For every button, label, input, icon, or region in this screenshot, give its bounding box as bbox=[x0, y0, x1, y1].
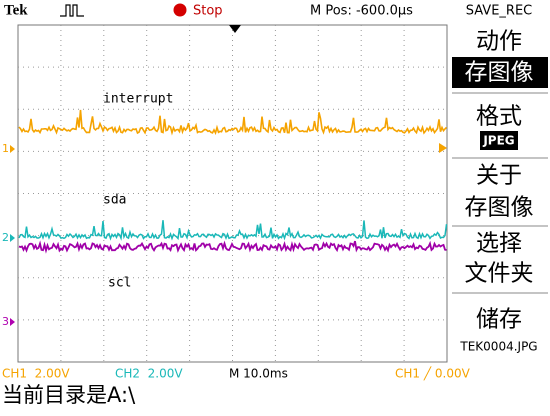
brand: Tek bbox=[4, 2, 28, 18]
signal-trace bbox=[18, 220, 448, 241]
trace-label: scl bbox=[108, 276, 131, 291]
menu-item[interactable]: 储存 bbox=[476, 307, 522, 333]
traces bbox=[18, 109, 448, 254]
menu-highlight bbox=[452, 57, 548, 88]
run-status: Stop bbox=[193, 4, 223, 19]
trace-label: sda bbox=[103, 193, 126, 208]
menu-item[interactable]: 存图像 bbox=[465, 60, 534, 86]
trace-label: interrupt bbox=[103, 92, 173, 107]
menu-item[interactable]: 格式 bbox=[476, 104, 522, 130]
graticule bbox=[17, 24, 448, 363]
ch1-scale: CH1 2.00V bbox=[2, 367, 70, 381]
menu-title: SAVE_REC bbox=[466, 4, 533, 19]
trigger-position-marker bbox=[229, 25, 241, 33]
channel-marker: 2 bbox=[2, 231, 9, 244]
menu-item[interactable]: 文件夹 bbox=[465, 261, 534, 287]
signal-trace bbox=[18, 240, 447, 254]
menu-item[interactable]: 选择 bbox=[476, 231, 522, 257]
channel-marker: 3 bbox=[2, 315, 9, 328]
channel-marker-arrow bbox=[10, 145, 15, 153]
menu-value[interactable]: JPEG bbox=[482, 134, 514, 148]
trigger-level-marker bbox=[439, 143, 447, 153]
menu-item[interactable]: 动作 bbox=[476, 29, 522, 55]
channel-marker: 1 bbox=[2, 142, 9, 155]
timebase: M 10.0ms bbox=[229, 367, 288, 381]
current-directory: 当前目录是A:\ bbox=[2, 383, 136, 407]
menu-item[interactable]: 存图像 bbox=[465, 195, 534, 221]
stop-icon bbox=[173, 3, 187, 17]
ch2-scale: CH2 2.00V bbox=[115, 367, 183, 381]
horizontal-position: M Pos: -600.0µs bbox=[310, 4, 413, 19]
channel-marker-arrow bbox=[10, 234, 15, 242]
menu-value[interactable]: TEK0004.JPG bbox=[459, 340, 537, 354]
signal-trace bbox=[18, 109, 448, 136]
menu-item[interactable]: 关于 bbox=[476, 163, 522, 189]
trigger-setting: CH1 ╱ 0.00V bbox=[395, 366, 471, 381]
menu-highlight bbox=[480, 131, 518, 150]
channel-marker-arrow bbox=[10, 318, 15, 326]
side-menu: 动作 存图像 格式 JPEG 关于 存图像 选择 文件夹 储存 TEK0004.… bbox=[452, 29, 548, 354]
acquire-icon bbox=[60, 4, 84, 17]
